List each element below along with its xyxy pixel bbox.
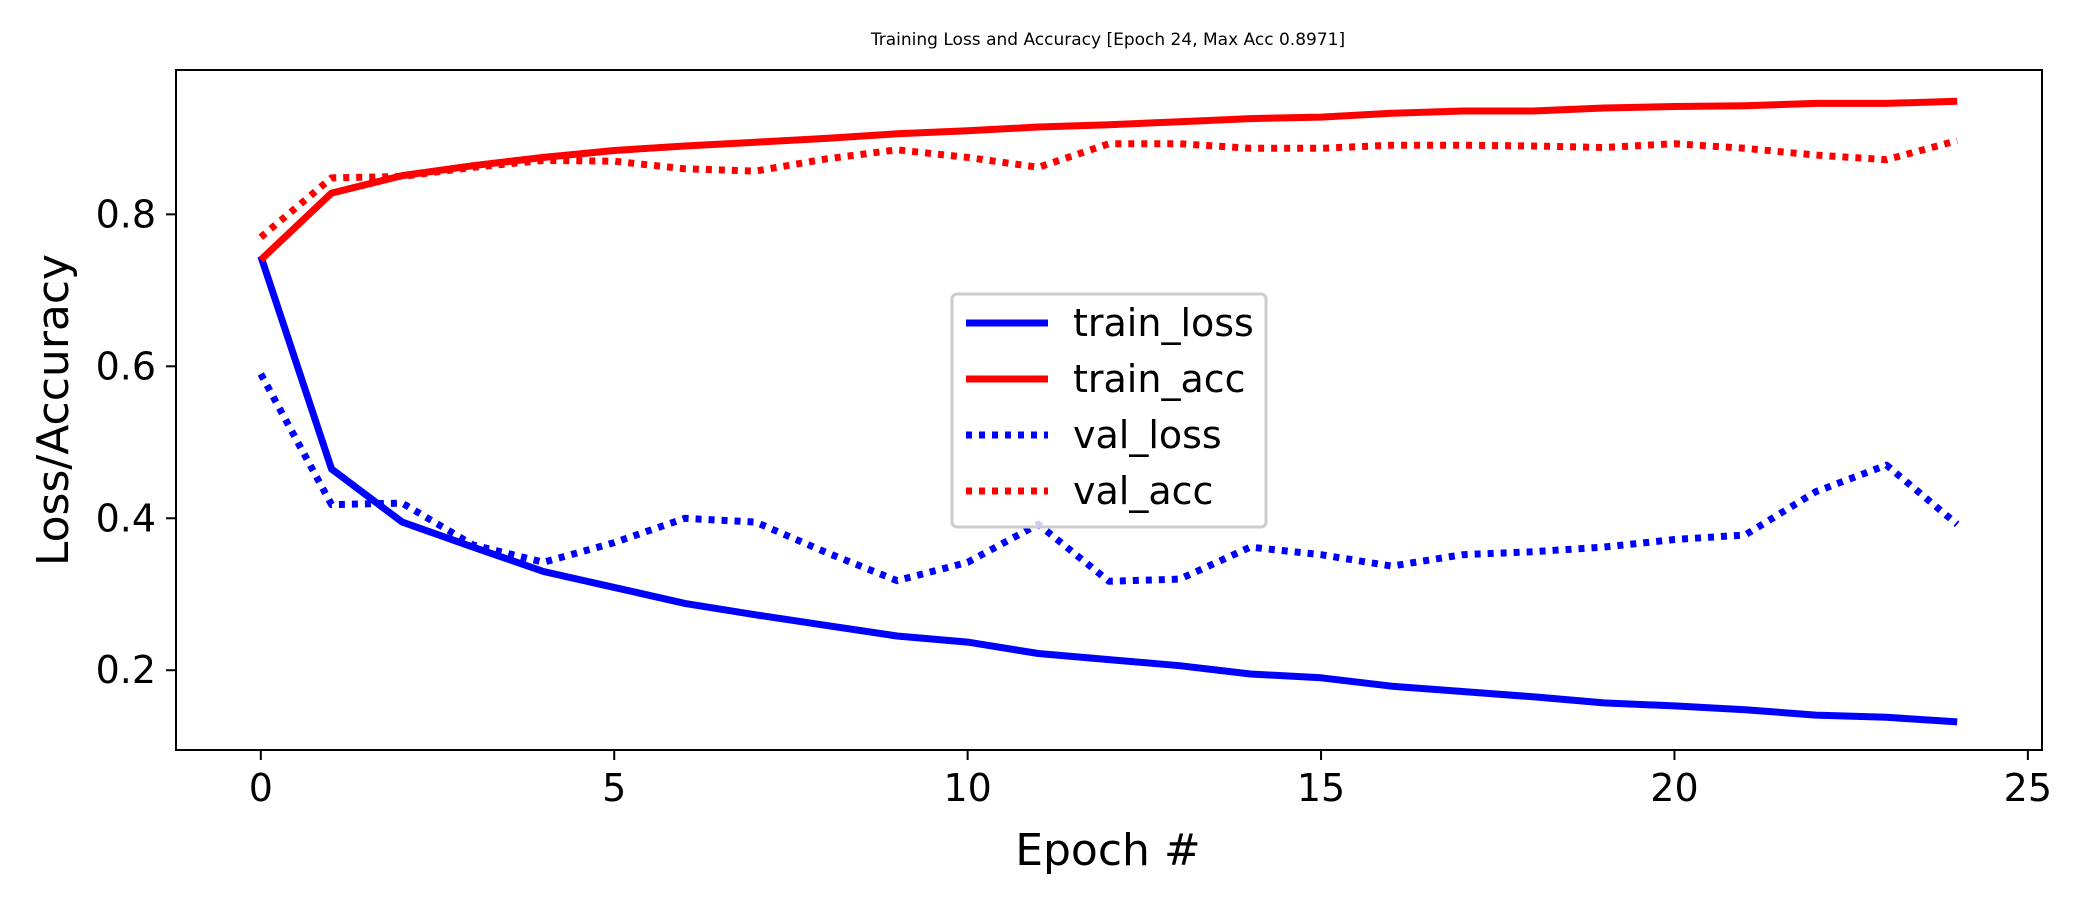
series-line-val-loss [257,372,1960,585]
legend-label-train-acc: train_acc [1073,357,1246,401]
x-tick-label: 20 [1650,766,1698,810]
legend: train_loss train_acc val_loss val_acc [950,292,1268,529]
chart-title: Training Loss and Accuracy [Epoch 24, Ma… [870,30,1345,50]
legend-label-val-acc: val_acc [1073,469,1213,513]
x-tick-label: 15 [1297,766,1345,810]
plot-frame [175,69,2043,751]
legend-label-train-loss: train_loss [1073,301,1254,345]
y-tick-label: 0.4 [96,496,156,540]
x-tick-label: 25 [2004,766,2052,810]
series-line-train-acc [258,97,1958,263]
series-layer [257,97,1960,726]
x-tick-label: 10 [943,766,991,810]
x-axis-label: Epoch # [1015,825,1201,876]
y-axis-label: Loss/Accuracy [28,254,79,566]
legend-label-val-loss: val_loss [1073,413,1222,457]
x-tick-label: 0 [249,766,273,810]
y-tick-label: 0.6 [96,344,156,388]
x-tick-label: 5 [602,766,626,810]
series-line-val-acc [258,137,1959,240]
y-tick-label: 0.2 [96,648,156,692]
y-tick-label: 0.8 [96,192,156,236]
series-line-train-loss [257,254,1958,726]
ticks-layer: 0 5 10 15 20 25 0.2 0.4 0.6 0.8 [96,192,2052,810]
legend-frame [950,292,1268,529]
